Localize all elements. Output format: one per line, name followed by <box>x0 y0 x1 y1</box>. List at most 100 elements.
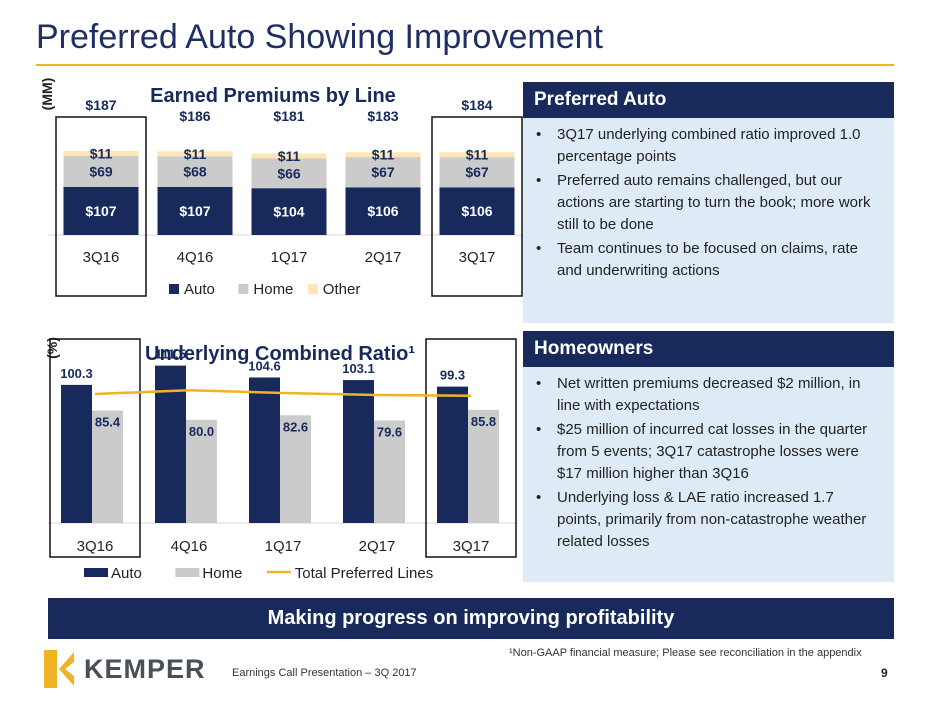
data-label: 80.0 <box>189 424 214 439</box>
chart-title: Earned Premiums by Line <box>150 85 396 107</box>
bar-home <box>186 419 217 523</box>
bar-other <box>157 151 233 157</box>
combined-ratio-chart: Underlying Combined Ratio¹ (%) 100.3 85.4… <box>44 337 518 582</box>
title-divider <box>36 64 894 66</box>
total-label: $186 <box>179 108 210 124</box>
bullet-item: 3Q17 underlying combined ratio improved … <box>536 124 882 168</box>
preferred-auto-heading: Preferred Auto <box>523 82 894 118</box>
data-label: $11 <box>90 145 113 161</box>
bar-auto <box>155 365 186 523</box>
bar-home <box>63 155 139 187</box>
bar-auto <box>249 377 280 523</box>
x-tick-label: 3Q17 <box>453 538 490 555</box>
bar-auto <box>251 188 327 235</box>
bar-home <box>439 157 515 188</box>
summary-banner: Making progress on improving profitabili… <box>48 598 894 639</box>
data-label: 79.6 <box>377 424 402 439</box>
data-label: 100.3 <box>60 366 93 381</box>
legend-swatch <box>169 284 179 294</box>
data-label: $11 <box>184 146 207 162</box>
x-tick-label: 1Q17 <box>271 249 308 266</box>
x-tick-label: 4Q16 <box>171 538 208 555</box>
y-axis-label: (MM) <box>39 78 55 111</box>
data-label: $106 <box>367 203 398 219</box>
data-label: $11 <box>278 148 301 164</box>
legend-label: Auto <box>184 281 215 298</box>
bar-home <box>92 410 123 523</box>
bar-home <box>280 415 311 523</box>
data-label: 103.1 <box>342 361 375 376</box>
homeowners-heading: Homeowners <box>523 331 894 367</box>
bar-other <box>63 150 139 156</box>
data-label: 85.4 <box>95 415 121 430</box>
data-label: $67 <box>371 164 395 180</box>
bullet-item: Net written premiums decreased $2 millio… <box>536 373 882 417</box>
data-label: $66 <box>277 165 301 181</box>
bullet-item: Preferred auto remains challenged, but o… <box>536 170 882 236</box>
x-tick-label: 1Q17 <box>265 538 302 555</box>
data-label: $11 <box>372 147 395 163</box>
bar-other <box>345 152 421 158</box>
data-label: 99.3 <box>440 368 465 383</box>
bar-auto <box>439 187 515 235</box>
highlight-frame <box>55 116 147 297</box>
data-label: $11 <box>466 147 489 163</box>
bar-home <box>374 420 405 523</box>
bar-auto <box>63 186 139 235</box>
total-preferred-line <box>94 388 472 397</box>
x-tick-label: 3Q16 <box>83 249 120 266</box>
footer-text: Earnings Call Presentation – 3Q 2017 <box>232 667 417 679</box>
page-number: 9 <box>881 666 888 680</box>
data-label: 85.8 <box>471 414 496 429</box>
earned-premiums-chart: Earned Premiums by Line (MM) $107$69$11$… <box>39 78 530 298</box>
chart-title: Underlying Combined Ratio¹ <box>145 343 415 365</box>
bar-auto <box>437 386 468 523</box>
kemper-logo-icon <box>44 650 74 688</box>
bar-home <box>468 409 499 523</box>
footnote: ¹Non-GAAP financial measure; Please see … <box>509 647 862 659</box>
bar-auto <box>343 380 374 523</box>
data-label: 111.5 <box>155 347 186 362</box>
preferred-auto-panel: 3Q17 underlying combined ratio improved … <box>523 118 894 323</box>
bar-home <box>157 156 233 187</box>
total-label: $187 <box>85 97 116 113</box>
data-label: $69 <box>89 163 113 179</box>
highlight-frame <box>49 338 141 558</box>
data-label: $107 <box>179 203 210 219</box>
bar-home <box>251 158 327 189</box>
data-label: $67 <box>465 164 489 180</box>
logo-text: KEMPER <box>84 654 206 684</box>
legend-label: Home <box>202 565 242 582</box>
bar-auto <box>157 186 233 235</box>
x-tick-label: 4Q16 <box>177 249 214 266</box>
bullet-item: Team continues to be focused on claims, … <box>536 238 882 282</box>
data-label: $106 <box>461 203 492 219</box>
bar-auto <box>61 384 92 523</box>
bullet-item: Underlying loss & LAE ratio increased 1.… <box>536 487 882 553</box>
total-label: $181 <box>273 108 304 124</box>
legend-swatch <box>238 284 249 294</box>
highlight-frame <box>431 116 523 297</box>
total-label: $184 <box>461 97 492 113</box>
data-label: 104.6 <box>248 358 281 373</box>
page-title: Preferred Auto Showing Improvement <box>36 18 603 56</box>
legend-label: Auto <box>111 565 142 582</box>
data-label: $104 <box>273 204 304 220</box>
bar-home <box>345 157 421 188</box>
x-tick-label: 2Q17 <box>359 538 396 555</box>
total-label: $183 <box>367 108 398 124</box>
x-tick-label: 3Q16 <box>77 538 114 555</box>
legend-label: Total Preferred Lines <box>295 565 433 582</box>
bar-other <box>251 153 327 159</box>
legend-swatch <box>175 568 200 577</box>
legend-swatch <box>307 284 318 294</box>
x-tick-label: 2Q17 <box>365 249 402 266</box>
data-label: $107 <box>85 203 116 219</box>
bar-other <box>439 152 515 158</box>
x-tick-label: 3Q17 <box>459 249 496 266</box>
y-axis-label: (%) <box>44 337 60 359</box>
bullet-item: $25 million of incurred cat losses in th… <box>536 419 882 485</box>
legend-label: Home <box>253 281 293 298</box>
data-label: 82.6 <box>283 419 308 434</box>
highlight-frame <box>425 338 517 558</box>
